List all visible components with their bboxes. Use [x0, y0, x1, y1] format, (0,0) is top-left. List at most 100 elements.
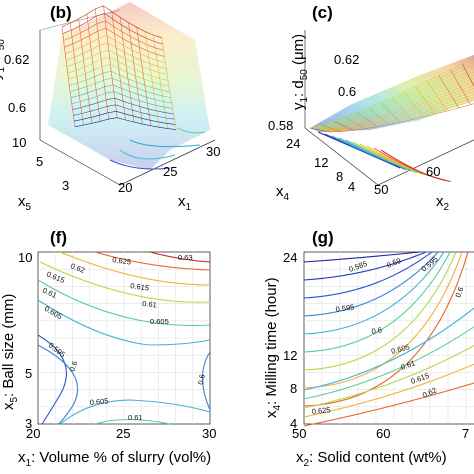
- panel-b-ylabel: x5: [18, 193, 32, 213]
- contour-label: 0.625: [311, 405, 330, 416]
- panel-g-contour-line: [303, 251, 427, 281]
- panel-g: (g) 0.585 0.59 0.5950.5950.60.6050.610.615…: [263, 228, 474, 469]
- panel-b-mesh-line: [70, 77, 171, 98]
- panel-f-ytick-5: 5: [25, 366, 32, 381]
- panel-b-ztick-062: 0.62: [4, 52, 29, 67]
- panel-b-mesh-line: [65, 42, 167, 69]
- panel-b-xlabel: x1: [178, 193, 192, 213]
- panel-b-zlabel: y1: d50: [0, 39, 7, 80]
- panel-c-ztick-062: 0.62: [334, 52, 359, 67]
- panel-f-label: (f): [50, 228, 67, 247]
- panel-b-mesh-line: [65, 35, 166, 63]
- panel-f-contour-line: [59, 251, 211, 286]
- panel-f-contour-line: [39, 261, 211, 303]
- panel-g-xtick-70: 7: [462, 426, 469, 441]
- panel-g-contour-line: [303, 251, 457, 371]
- panel-g-ytick-12: 12: [283, 348, 297, 363]
- panel-c-xlabel: x2: [436, 193, 450, 213]
- panel-b-mesh-line: [73, 104, 175, 120]
- panel-g-xtick-50: 50: [292, 426, 306, 441]
- panel-b-ztick-06: 0.6: [8, 100, 26, 115]
- panel-b-mesh-line: [74, 117, 177, 130]
- panel-g-contour-line: [303, 326, 474, 400]
- panel-b-mesh-line: [71, 91, 173, 109]
- panel-f-contour-line: [37, 299, 211, 346]
- panel-c-mesh-line: [325, 94, 474, 132]
- panel-c-xtick-60: 60: [426, 164, 440, 179]
- panel-f-ytick-3: 3: [25, 416, 32, 431]
- panel-g-contour-line: [303, 382, 474, 427]
- panel-g-contour-line: [303, 251, 463, 389]
- panel-f-grid: [38, 252, 210, 424]
- panel-f-contours: [37, 251, 211, 425]
- contour-label: 0.6: [196, 374, 207, 386]
- panel-f-contour-line: [37, 334, 67, 425]
- panel-c-axes-box: [304, 30, 474, 186]
- contour-label: 0.615: [130, 281, 150, 293]
- panel-g-contour-line: [303, 251, 421, 263]
- panel-c-mesh-line: [324, 91, 474, 132]
- contour-label: 0.6: [453, 286, 465, 299]
- panel-f-xtick-25: 25: [116, 426, 130, 441]
- panel-g-xtick-60: 60: [376, 426, 390, 441]
- contour-label: 0.6: [67, 360, 79, 373]
- panel-c-mesh-line: [315, 71, 474, 130]
- panel-f-contour-line: [94, 419, 171, 425]
- panel-c-ytick-12: 12: [314, 155, 328, 170]
- panel-c-mesh-line: [309, 57, 474, 129]
- panel-b: (b) 0.62 0.6 y1: d50 10 5 3 x5 20: [0, 2, 220, 213]
- panel-c-ztick-058: 0.58: [268, 118, 293, 133]
- contour-label: 0.605: [89, 396, 108, 407]
- panel-c-mesh-line: [311, 61, 474, 129]
- panel-b-mesh-line: [69, 70, 170, 93]
- panel-g-xlabel: x2: Solid content (wt%): [296, 449, 447, 469]
- panel-c-mesh-line: [321, 84, 474, 131]
- panel-c-mesh-line: [328, 100, 474, 132]
- panel-f: (f) 0.630.6250.620.6150.6150.610.610.605…: [0, 228, 216, 469]
- panel-g-contours: [303, 251, 474, 427]
- panel-b-mesh-line: [66, 49, 168, 75]
- panel-c-mesh-line: [327, 97, 474, 132]
- panel-c-zlabel: y1: d50 (μm): [290, 34, 310, 110]
- panel-g-ylabel: x4: Milling time (hour): [263, 277, 283, 418]
- contour-label: 0.595: [335, 302, 355, 314]
- panel-b-mesh-line: [68, 63, 170, 87]
- panel-g-contour-line: [303, 251, 445, 335]
- panel-g-ytick-24: 24: [283, 250, 297, 265]
- panel-g-contour-line: [303, 251, 451, 353]
- panel-c-mesh-line: [329, 103, 474, 133]
- panel-c-mesh-line: [319, 81, 474, 131]
- panel-c-label: (c): [312, 3, 333, 22]
- panel-c-mesh-line: [314, 68, 474, 130]
- panel-b-mesh-line: [70, 84, 172, 104]
- panel-f-xtick-20: 20: [26, 426, 40, 441]
- panel-g-label: (g): [312, 228, 334, 247]
- panel-c-ylabel: x4: [276, 183, 290, 203]
- panel-b-label: (b): [50, 3, 72, 22]
- panel-b-mesh-line: [67, 56, 169, 81]
- panel-b-surface-mesh: [61, 5, 177, 130]
- panel-b-mesh-line: [62, 12, 163, 45]
- panel-f-ytick-10: 10: [18, 250, 32, 265]
- panel-g-contour-line: [303, 251, 439, 317]
- panel-c-ztick-06: 0.6: [338, 84, 356, 99]
- contour-label: 0.63: [178, 253, 193, 262]
- panel-f-contour-line: [37, 279, 211, 326]
- panel-f-ylabel: x5: Ball size (mm): [0, 294, 20, 410]
- panel-c-surface-fill: [310, 55, 474, 132]
- panel-b-ytick-5: 5: [36, 154, 43, 169]
- panel-f-contour-line: [94, 251, 211, 271]
- panel-c-floor-contour: [331, 135, 412, 172]
- panel-c-floor-contour: [380, 149, 451, 182]
- panel-b-mesh-line: [74, 110, 176, 125]
- panel-b-mesh-line: [63, 20, 164, 51]
- panel-c: (c) 0.62 0.6 0.58 y1: d50 (μm) 24 12 8 4…: [268, 3, 474, 213]
- panel-b-mesh-line: [61, 5, 162, 38]
- panel-f-contour-line: [201, 351, 211, 411]
- panel-c-surface-mesh: [309, 57, 474, 133]
- panel-b-xtick-20: 20: [118, 180, 132, 195]
- panel-f-contour-line: [37, 344, 79, 425]
- panel-c-ytick-24: 24: [286, 136, 300, 151]
- panel-c-ytick-4: 4: [348, 179, 355, 194]
